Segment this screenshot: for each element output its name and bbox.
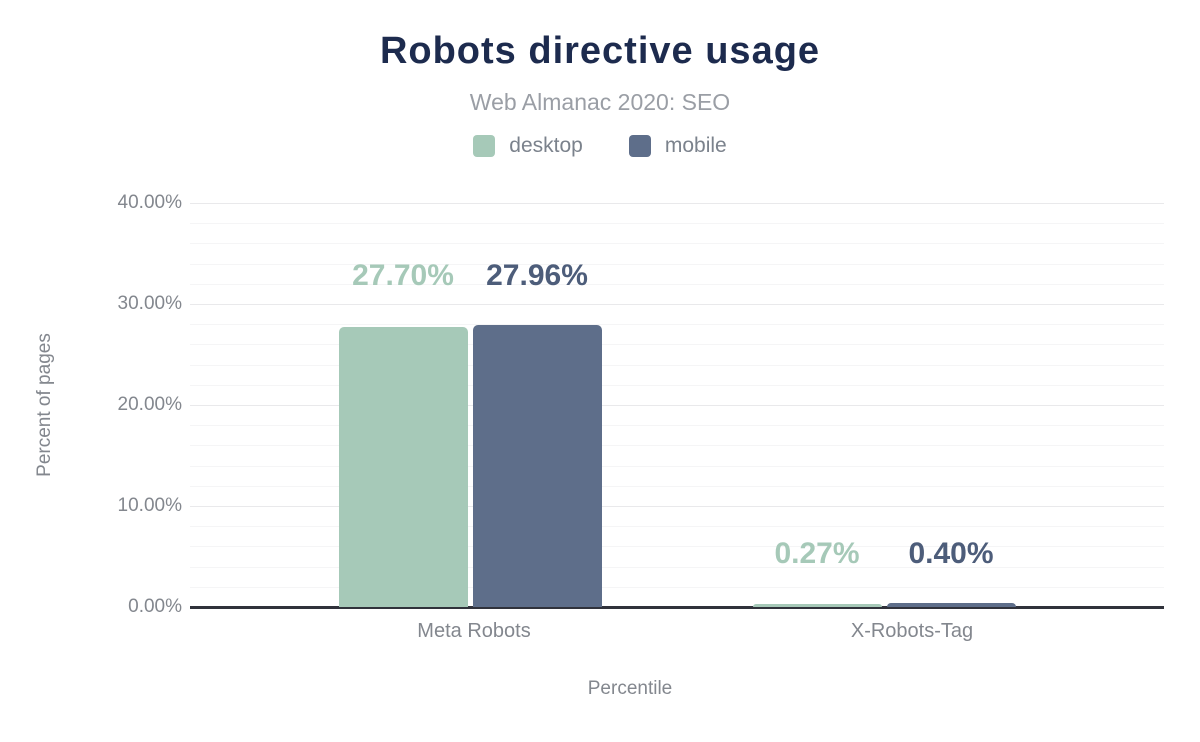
y-axis-ticks: 0.00% 10.00% 20.00% 30.00% 40.00% bbox=[0, 192, 182, 617]
legend-label-desktop: desktop bbox=[509, 134, 583, 157]
bar-mobile-x-robots-tag bbox=[886, 603, 1016, 607]
minor-gridline-2 bbox=[190, 586, 1164, 588]
bar-desktop-meta-robots bbox=[338, 327, 468, 607]
minor-gridline-12 bbox=[190, 485, 1164, 487]
plot-area: 27.70% 27.96% Meta Robots 0.27% 0.40% X-Robot… bbox=[190, 203, 1164, 642]
chart-subtitle: Web Almanac 2020: SEO bbox=[469, 89, 731, 115]
legend: desktop mobile bbox=[0, 134, 1200, 158]
minor-gridline-38 bbox=[190, 223, 1164, 225]
bar-value-label-mobile-meta-robots: 27.96% bbox=[486, 258, 588, 292]
minor-gridline-8 bbox=[190, 526, 1164, 528]
bar-value-label-desktop-x-robots-tag: 0.27% bbox=[774, 536, 860, 570]
bar-value-label-desktop-meta-robots: 27.70% bbox=[352, 258, 454, 292]
minor-gridline-32 bbox=[190, 283, 1164, 285]
legend-item-desktop: desktop bbox=[473, 134, 583, 158]
y-tick-label-30: 30.00% bbox=[117, 293, 182, 314]
minor-gridline-34 bbox=[190, 263, 1164, 265]
minor-gridline-14 bbox=[190, 465, 1164, 467]
bar-value-label-mobile-x-robots-tag: 0.40% bbox=[908, 536, 994, 570]
y-tick-label-10: 10.00% bbox=[117, 495, 182, 516]
x-axis-title: Percentile bbox=[587, 678, 673, 699]
minor-gridline-6 bbox=[190, 546, 1164, 548]
minor-gridline-22 bbox=[190, 384, 1164, 386]
minor-gridline-26 bbox=[190, 344, 1164, 346]
bar-mobile-meta-robots bbox=[472, 325, 602, 607]
category-label-x-robots-tag: X-Robots-Tag bbox=[850, 620, 974, 642]
y-tick-label-40: 40.00% bbox=[117, 192, 182, 213]
legend-label-mobile: mobile bbox=[664, 134, 727, 157]
mobile-swatch bbox=[628, 135, 651, 157]
minor-gridline-18 bbox=[190, 425, 1164, 427]
y-tick-label-0: 0.00% bbox=[128, 596, 182, 617]
minor-gridline-24 bbox=[190, 364, 1164, 366]
major-gridline-10 bbox=[190, 506, 1164, 507]
bar-desktop-x-robots-tag bbox=[752, 604, 882, 607]
minor-gridline-16 bbox=[190, 445, 1164, 447]
minor-gridline-36 bbox=[190, 243, 1164, 245]
legend-item-mobile: mobile bbox=[628, 134, 727, 158]
minor-gridline-28 bbox=[190, 324, 1164, 326]
desktop-swatch bbox=[473, 135, 496, 157]
category-label-meta-robots: Meta Robots bbox=[417, 620, 531, 642]
x-axis-line bbox=[190, 606, 1164, 609]
major-gridline-20 bbox=[190, 405, 1164, 406]
major-gridline-30 bbox=[190, 304, 1164, 305]
chart-title: Robots directive usage bbox=[379, 30, 821, 72]
minor-gridline-4 bbox=[190, 566, 1164, 568]
major-gridline-40 bbox=[190, 203, 1164, 204]
y-tick-label-20: 20.00% bbox=[117, 394, 182, 415]
